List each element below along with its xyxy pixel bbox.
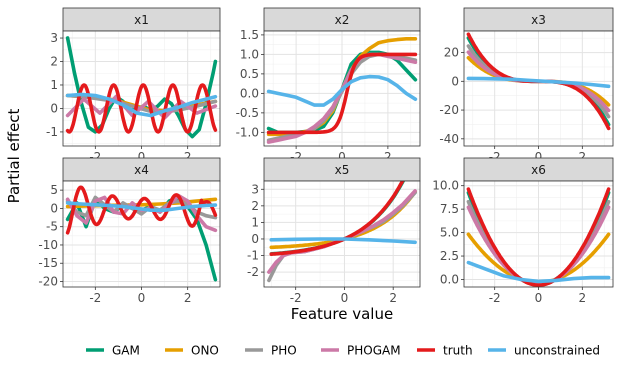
y-tick-label: 5: [50, 183, 58, 197]
y-tick-label: -20: [439, 103, 459, 117]
series-line-unconstrained: [266, 74, 418, 107]
x-tick-label: 0: [535, 291, 543, 305]
series-group: [65, 36, 218, 139]
panel-border: [263, 180, 421, 288]
series-group: [266, 37, 418, 144]
legend-label: PHO: [271, 344, 297, 358]
legend-item-ono: ONO: [165, 344, 219, 358]
facet-strip-label: x1: [134, 13, 149, 27]
y-tick-label: 0: [50, 201, 58, 215]
y-tick-label: 0.0: [440, 272, 459, 286]
y-tick-label: -0.5: [236, 106, 259, 120]
panel-x5: x5 -2 0 2 -2 -1 0 1 2 3: [247, 157, 421, 305]
legend-item-truth: truth: [417, 344, 473, 358]
x-tick-label: -2: [489, 291, 501, 305]
legend-label: ONO: [191, 344, 219, 358]
panel-background: [264, 181, 420, 287]
series-group: [466, 187, 611, 287]
y-tick-label: 10.0: [432, 179, 459, 193]
y-tick-label: 2: [50, 55, 58, 69]
series-line-unconstrained: [466, 76, 611, 89]
x-tick-label: 0: [535, 150, 543, 164]
x-tick-label: 2: [579, 291, 587, 305]
y-tick-label: 7.5: [440, 202, 459, 216]
x-tick-label: 2: [184, 291, 192, 305]
x-tick-label: 2: [384, 150, 392, 164]
series-line-truth: [65, 83, 218, 134]
y-tick-label: -2: [247, 265, 259, 279]
x-tick-label: 0: [138, 150, 146, 164]
series-line-unconstrained: [466, 260, 611, 284]
facet-strip-label: x6: [531, 163, 546, 177]
y-tick-label: 1: [251, 215, 259, 229]
y-tick-label: -1: [46, 125, 58, 139]
x-tick-label: -2: [489, 150, 501, 164]
series-group: [65, 185, 218, 282]
panel-x2: x2 -2 0 2 -1.0 -0.5 0.0 0.5 1.0 1.5: [236, 7, 421, 164]
facet-strip-label: x4: [134, 163, 149, 177]
x-tick-label: -2: [89, 291, 101, 305]
y-tick-label: 3: [251, 182, 259, 196]
x-tick-label: 0: [138, 291, 146, 305]
y-tick-label: -1: [247, 249, 259, 263]
y-tick-label: 0: [50, 101, 58, 115]
x-tick-label: -2: [89, 150, 101, 164]
y-tick-label: 1: [50, 78, 58, 92]
panel-x6: x6 -2 0 2 0.0 2.5 5.0 7.5 10.0: [432, 157, 614, 305]
x-tick-label: 2: [389, 291, 397, 305]
legend-label: unconstrained: [514, 344, 600, 358]
y-tick-label: -40: [439, 132, 459, 146]
x-tick-label: 0: [341, 291, 349, 305]
x-tick-label: -2: [290, 291, 302, 305]
facet-strip-label: x2: [335, 13, 350, 27]
y-tick-label: 2: [251, 199, 259, 213]
y-tick-label: 3: [50, 31, 58, 45]
legend-label: PHOGAM: [347, 344, 401, 358]
y-tick-label: 1.5: [240, 28, 259, 42]
series-line-unconstrained: [65, 92, 218, 118]
y-tick-label: -1.0: [236, 125, 259, 139]
x-axis-title: Feature value: [291, 305, 393, 323]
y-tick-label: 20: [444, 46, 459, 60]
y-tick-label: -10: [38, 238, 58, 252]
legend-label: truth: [443, 344, 473, 358]
x-tick-label: 2: [579, 150, 587, 164]
series-line-truth: [65, 185, 218, 235]
y-tick-label: 0: [451, 74, 459, 88]
legend-item-pho: PHO: [245, 344, 297, 358]
y-tick-label: -15: [38, 256, 58, 270]
y-axis-title: Partial effect: [5, 108, 23, 203]
y-tick-label: 2.5: [440, 249, 459, 263]
legend-item-unconstrained: unconstrained: [488, 344, 600, 358]
y-tick-label: 5.0: [440, 226, 459, 240]
series-group: [267, 181, 417, 283]
series-group: [466, 32, 611, 131]
legend: GAM ONO PHO PHOGAM truth unconstrained: [86, 344, 600, 358]
x-tick-label: 2: [184, 150, 192, 164]
legend-label: GAM: [112, 344, 140, 358]
series-line-unconstrained: [269, 237, 417, 245]
legend-item-phogam: PHOGAM: [321, 344, 401, 358]
panel-x1: x1 -2 0 2 -1 0 1 2 3: [46, 7, 221, 164]
y-tick-label: -5: [46, 220, 58, 234]
series-line-truth: [466, 187, 611, 287]
x-tick-label: 0: [338, 150, 346, 164]
series-line-unconstrained: [65, 201, 218, 212]
facet-strip-label: x5: [335, 163, 350, 177]
series-line-truth: [266, 52, 418, 135]
legend-item-gam: GAM: [86, 344, 140, 358]
x-tick-label: -2: [290, 150, 302, 164]
y-tick-label: 0.5: [240, 67, 259, 81]
y-tick-label: 0: [251, 232, 259, 246]
y-tick-label: -20: [38, 275, 58, 289]
y-tick-label: 1.0: [240, 47, 259, 61]
y-tick-label: 0.0: [240, 86, 259, 100]
facet-strip-label: x3: [531, 13, 546, 27]
panel-x4: x4-2 0 2-20-15-10-505: [38, 157, 221, 305]
